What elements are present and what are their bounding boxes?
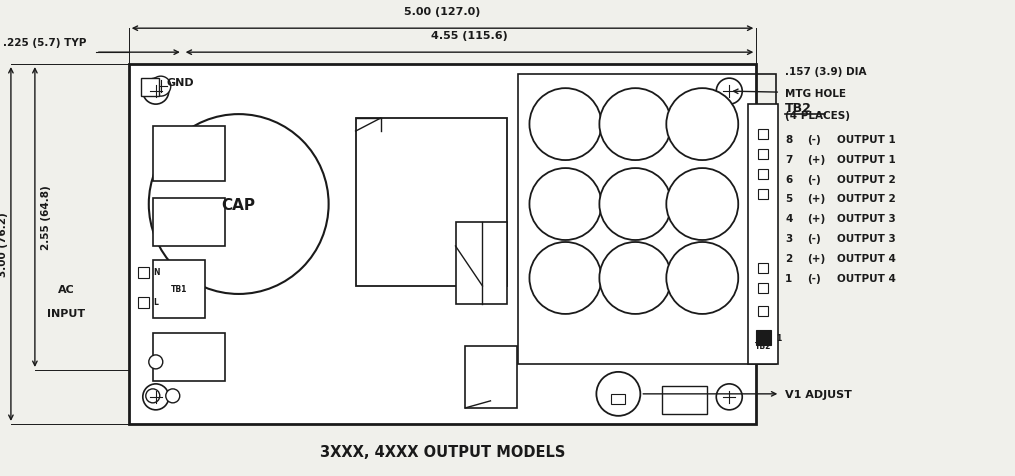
Text: .157 (3.9) DIA: .157 (3.9) DIA — [786, 67, 867, 77]
Bar — [153, 333, 224, 381]
Circle shape — [146, 389, 159, 403]
Bar — [138, 268, 149, 278]
Text: OUTPUT 4: OUTPUT 4 — [837, 253, 896, 263]
Bar — [129, 65, 756, 424]
Text: TB1: TB1 — [171, 285, 187, 294]
Bar — [758, 170, 768, 179]
Text: L: L — [153, 298, 157, 307]
Circle shape — [666, 169, 738, 240]
Bar — [758, 283, 768, 293]
Bar — [758, 189, 768, 199]
Text: (-): (-) — [807, 135, 821, 145]
Circle shape — [530, 242, 601, 314]
Text: 2.55 (64.8): 2.55 (64.8) — [41, 185, 51, 250]
Text: N: N — [153, 268, 159, 277]
Bar — [758, 306, 768, 316]
Text: CAP: CAP — [221, 197, 256, 212]
Text: AC: AC — [58, 284, 74, 294]
Circle shape — [666, 242, 738, 314]
Circle shape — [717, 384, 742, 410]
Circle shape — [717, 79, 742, 105]
Text: 2: 2 — [786, 253, 793, 263]
Bar — [138, 298, 149, 308]
Text: OUTPUT 1: OUTPUT 1 — [837, 155, 896, 165]
Circle shape — [530, 169, 601, 240]
Text: (4 PLACES): (4 PLACES) — [786, 111, 851, 121]
Bar — [748, 105, 779, 364]
Text: OUTPUT 2: OUTPUT 2 — [837, 194, 896, 204]
Text: (-): (-) — [807, 234, 821, 244]
Circle shape — [165, 389, 180, 403]
Bar — [153, 127, 224, 182]
Circle shape — [149, 355, 162, 369]
Bar — [756, 331, 770, 346]
Bar — [456, 223, 508, 304]
Text: INPUT: INPUT — [47, 308, 85, 318]
Bar — [758, 263, 768, 273]
Bar — [153, 260, 205, 318]
Circle shape — [666, 89, 738, 161]
Text: 5.00 (127.0): 5.00 (127.0) — [404, 7, 481, 17]
Text: TB2: TB2 — [755, 342, 771, 351]
Circle shape — [143, 384, 168, 410]
Text: 1: 1 — [776, 334, 782, 343]
Bar — [519, 75, 776, 364]
Text: OUTPUT 1: OUTPUT 1 — [837, 135, 896, 145]
Text: OUTPUT 3: OUTPUT 3 — [837, 234, 896, 244]
Circle shape — [149, 115, 329, 294]
Text: 4: 4 — [786, 214, 793, 224]
Bar — [466, 346, 518, 408]
Text: (-): (-) — [807, 174, 821, 184]
Bar — [758, 150, 768, 160]
Text: (+): (+) — [807, 155, 825, 165]
Bar — [663, 386, 707, 414]
Text: V1 ADJUST: V1 ADJUST — [786, 389, 852, 399]
Text: (+): (+) — [807, 194, 825, 204]
Circle shape — [597, 372, 640, 416]
Text: 3XXX, 4XXX OUTPUT MODELS: 3XXX, 4XXX OUTPUT MODELS — [320, 445, 565, 459]
Circle shape — [600, 242, 671, 314]
Bar — [153, 198, 224, 247]
Text: 8: 8 — [786, 135, 793, 145]
Bar — [355, 119, 508, 287]
Text: (+): (+) — [807, 214, 825, 224]
Bar — [141, 79, 158, 97]
Text: 7: 7 — [786, 155, 793, 165]
Text: OUTPUT 2: OUTPUT 2 — [837, 174, 896, 184]
Circle shape — [151, 77, 171, 97]
Text: 1: 1 — [786, 273, 793, 283]
Text: MTG HOLE: MTG HOLE — [786, 89, 847, 99]
Text: 5: 5 — [786, 194, 793, 204]
Circle shape — [530, 89, 601, 161]
Text: .225 (5.7) TYP: .225 (5.7) TYP — [3, 38, 86, 48]
Circle shape — [143, 79, 168, 105]
Text: 3.00 (76.2): 3.00 (76.2) — [0, 212, 8, 277]
Text: OUTPUT 4: OUTPUT 4 — [837, 273, 896, 283]
Bar — [611, 394, 625, 404]
Text: 3: 3 — [786, 234, 793, 244]
Text: 4.55 (115.6): 4.55 (115.6) — [431, 31, 508, 41]
Text: (+): (+) — [807, 253, 825, 263]
Bar — [758, 130, 768, 140]
Circle shape — [600, 169, 671, 240]
Text: GND: GND — [166, 78, 195, 88]
Text: OUTPUT 3: OUTPUT 3 — [837, 214, 896, 224]
Text: (-): (-) — [807, 273, 821, 283]
Text: 6: 6 — [786, 174, 793, 184]
Text: TB2: TB2 — [786, 102, 812, 115]
Circle shape — [600, 89, 671, 161]
